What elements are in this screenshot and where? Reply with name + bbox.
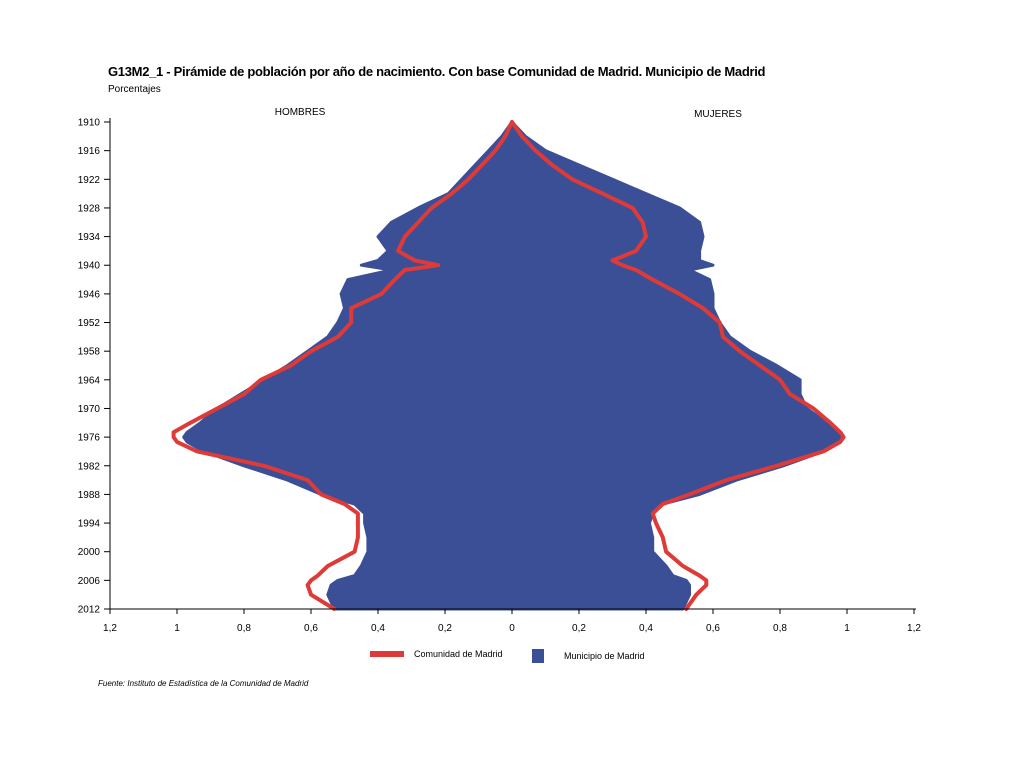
series-line-comunidad-mujeres	[510, 120, 846, 611]
x-tick-label: 0	[509, 623, 515, 634]
y-tick-label: 1970	[78, 404, 101, 415]
x-tick-label: 1	[844, 623, 850, 634]
legend-label-municipio: Municipio de Madrid	[564, 651, 645, 661]
y-tick-label: 1946	[78, 289, 101, 300]
x-tick-label: 1	[174, 623, 180, 634]
y-tick-label: 1910	[78, 118, 101, 129]
x-tick-label: 0,8	[773, 623, 787, 634]
y-tick-label: 1922	[78, 175, 101, 186]
series-area-municipio	[182, 120, 846, 611]
legend-swatch-comunidad	[370, 651, 404, 657]
y-tick-label: 1976	[78, 433, 101, 444]
x-tick-label: 1,2	[907, 623, 921, 634]
y-tick-label: 1964	[78, 375, 101, 386]
x-tick-label: 1,2	[103, 623, 117, 634]
source-note: Fuente: Instituto de Estadística de la C…	[98, 679, 309, 688]
x-tick-label: 0,6	[304, 623, 318, 634]
x-tick-label: 0,2	[438, 623, 452, 634]
y-tick-label: 1916	[78, 146, 101, 157]
y-tick-label: 1958	[78, 347, 101, 358]
side-label-mujeres: MUJERES	[694, 109, 742, 120]
legend-item-municipio: Municipio de Madrid	[532, 649, 645, 663]
x-tick-label: 0,8	[237, 623, 251, 634]
x-tick-label: 0,2	[572, 623, 586, 634]
y-tick-label: 1928	[78, 203, 101, 214]
chart-subtitle: Porcentajes	[108, 84, 161, 95]
y-tick-label: 1982	[78, 461, 101, 472]
chart-title: G13M2_1 - Pirámide de población por año …	[108, 64, 766, 79]
y-tick-label: 1934	[78, 232, 101, 243]
y-tick-label: 1988	[78, 490, 101, 501]
x-tick-label: 0,4	[371, 623, 385, 634]
x-tick-label: 0,6	[706, 623, 720, 634]
legend-swatch-municipio	[532, 649, 544, 663]
y-tick-label: 1952	[78, 318, 101, 329]
legend-label-comunidad: Comunidad de Madrid	[414, 649, 503, 659]
y-tick-label: 1994	[78, 519, 101, 530]
y-tick-label: 2000	[78, 547, 101, 558]
x-tick-label: 0,4	[639, 623, 653, 634]
y-tick-label: 2006	[78, 576, 101, 587]
series-line-comunidad-hombres	[171, 120, 514, 611]
y-tick-label: 2012	[78, 605, 101, 616]
side-label-hombres: HOMBRES	[275, 107, 326, 118]
legend-item-comunidad: Comunidad de Madrid	[370, 649, 503, 659]
y-tick-label: 1940	[78, 261, 101, 272]
